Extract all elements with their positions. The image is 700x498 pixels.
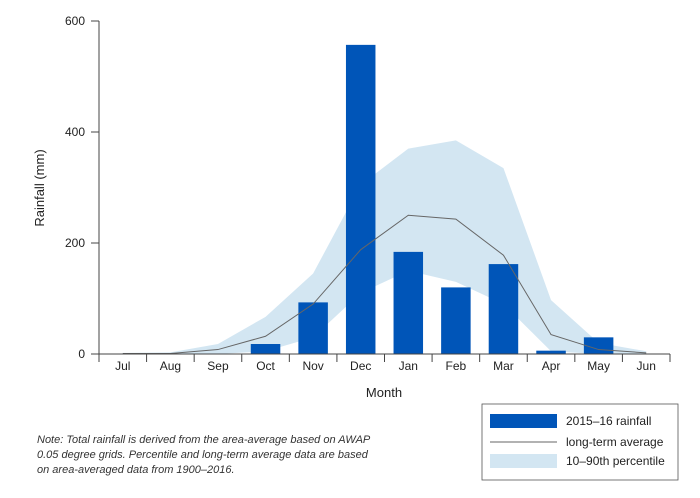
- x-tick-label-may: May: [587, 359, 610, 373]
- bar-mar: [488, 264, 519, 354]
- bar-may: [583, 337, 614, 354]
- bar-apr: [536, 350, 566, 354]
- y-tick-label: 400: [65, 125, 85, 139]
- x-tick-label-feb: Feb: [446, 359, 467, 373]
- legend-label-bar: 2015–16 rainfall: [566, 414, 651, 428]
- y-tick-label: 600: [65, 14, 85, 28]
- x-tick-label-jun: Jun: [637, 359, 656, 373]
- x-tick-label-jul: Jul: [115, 359, 130, 373]
- x-tick-label-apr: Apr: [542, 359, 561, 373]
- legend-label-line: long-term average: [566, 435, 664, 449]
- x-tick-label-mar: Mar: [493, 359, 514, 373]
- y-axis-title: Rainfall (mm): [32, 149, 47, 226]
- x-tick-label-aug: Aug: [160, 359, 181, 373]
- x-tick-label-nov: Nov: [302, 359, 323, 373]
- chart-note: Note: Total rainfall is derived from the…: [37, 434, 370, 476]
- legend-label-band: 10–90th percentile: [566, 454, 665, 468]
- bar-nov: [298, 302, 328, 354]
- y-tick-label: 200: [65, 236, 85, 250]
- legend: 2015–16 rainfall long-term average 10–90…: [481, 403, 679, 481]
- bar-feb: [441, 287, 471, 354]
- bar-oct: [250, 344, 281, 354]
- x-tick-label-dec: Dec: [350, 359, 371, 373]
- bar-jan: [393, 251, 424, 354]
- bar-dec: [345, 44, 376, 355]
- x-tick-label-jan: Jan: [399, 359, 418, 373]
- legend-swatch-band: [490, 454, 557, 468]
- percentile-band: [122, 140, 647, 354]
- x-tick-label-oct: Oct: [256, 359, 275, 373]
- x-tick-label-sep: Sep: [207, 359, 229, 373]
- long-term-average-line: [122, 214, 647, 354]
- y-tick-label: 0: [78, 347, 85, 361]
- legend-swatch-bar: [490, 414, 557, 428]
- x-axis-title: Month: [366, 385, 402, 400]
